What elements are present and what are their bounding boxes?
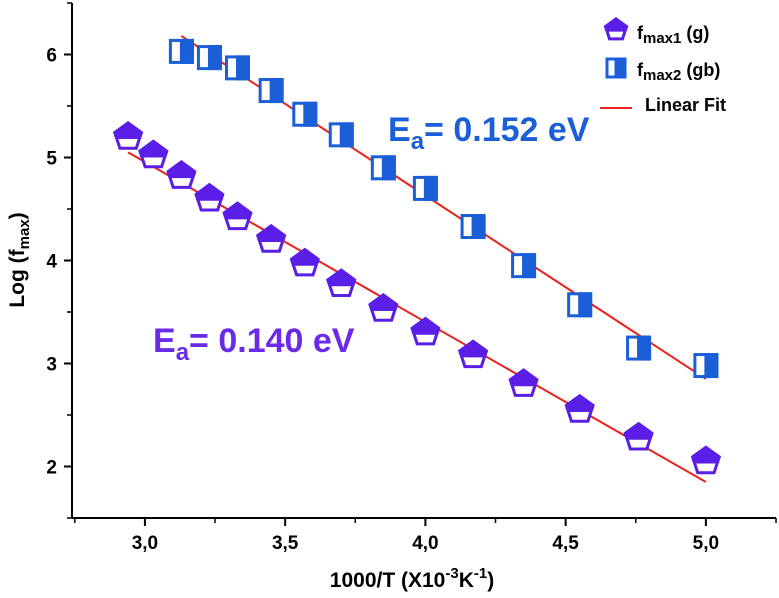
data-point-fmax2 (370, 155, 396, 181)
data-point-fmax2 (693, 353, 719, 379)
data-point-fmax1 (222, 201, 253, 231)
marker-fill (522, 253, 537, 279)
annotation-ea-g: Ea= 0.140 eV (153, 322, 355, 366)
x-axis-title: 1000/T (X10-3K-1) (330, 565, 494, 592)
data-point-fmax2 (292, 101, 318, 127)
data-point-fmax1 (194, 182, 225, 212)
x-tick-label: 3,5 (272, 533, 299, 554)
annotation-ea-gb: Ea= 0.152 eV (388, 111, 590, 155)
marker-fill (303, 101, 318, 127)
data-point-fmax2 (412, 175, 438, 201)
linear-fit-line (127, 151, 707, 483)
data-point-fmax2 (196, 45, 222, 71)
data-point-fmax1 (508, 368, 539, 397)
marker-fill (138, 139, 169, 158)
data-point-fmax1 (256, 224, 287, 253)
data-point-fmax2 (567, 292, 593, 318)
marker-fill (256, 224, 287, 242)
marker-fill (381, 155, 396, 181)
marker-fill (166, 160, 197, 179)
legend-label-fmax2: fmax2 (gb) (637, 60, 720, 84)
data-point-fmax1 (113, 121, 144, 150)
data-point-fmax1 (166, 160, 197, 189)
marker-fill (368, 293, 399, 312)
marker-fill (623, 421, 654, 440)
marker-fill (637, 335, 652, 361)
x-tick-label: 3,0 (132, 533, 158, 554)
marker-fill (269, 78, 284, 104)
y-tick-label: 5 (46, 149, 57, 170)
marker-fill (690, 445, 721, 464)
legend: fmax1 (g) fmax2 (gb) Linear Fit (600, 17, 726, 115)
y-tick-label: 2 (46, 458, 57, 479)
marker-fill (235, 55, 250, 81)
data-point-fmax1 (564, 394, 595, 423)
data-point-fmax2 (626, 335, 652, 361)
x-tick-label: 4,0 (412, 533, 438, 554)
marker-fill (508, 368, 539, 387)
y-axis-ticks: 2 3 4 5 6 (46, 2, 72, 519)
data-point-fmax2 (168, 38, 194, 64)
marker-fill (289, 247, 320, 266)
fit-lines (127, 35, 707, 483)
x-tick-label: 4,5 (552, 533, 579, 554)
marker-fill (410, 316, 441, 335)
data-point-fmax2 (460, 214, 486, 240)
marker-fill (423, 175, 438, 201)
data-point-fmax2 (511, 253, 537, 279)
marker-fill (578, 292, 593, 318)
legend-square (605, 57, 627, 79)
data-point-fmax1 (623, 421, 654, 451)
data-point-fmax2 (258, 78, 284, 104)
marker-fill (207, 45, 222, 71)
legend-marker-fmax2 (605, 57, 627, 79)
legend-pentagon (603, 17, 629, 41)
marker-fill (113, 121, 144, 140)
series-fmax1 (113, 121, 721, 475)
data-point-fmax2 (328, 122, 354, 148)
marker-fill (614, 57, 627, 79)
legend-marker-fmax1 (603, 17, 629, 41)
data-point-fmax1 (326, 268, 357, 297)
y-tick-label: 6 (46, 46, 57, 67)
marker-fill (471, 214, 486, 240)
y-tick-label: 3 (46, 355, 57, 376)
legend-label-fmax1: fmax1 (g) (637, 23, 709, 47)
marker-fill (222, 201, 253, 220)
series-fmax2 (168, 38, 719, 379)
data-point-fmax1 (289, 247, 320, 277)
data-point-fmax1 (368, 293, 399, 322)
data-point-fmax1 (690, 445, 721, 475)
marker-fill (603, 17, 629, 32)
data-point-fmax1 (458, 339, 489, 369)
data-point-fmax1 (410, 316, 441, 346)
x-axis-ticks: 3,0 3,5 4,0 4,5 5,0 (74, 518, 777, 554)
y-tick-label: 4 (46, 252, 57, 273)
legend-label-linear-fit: Linear Fit (645, 95, 726, 115)
data-point-fmax2 (224, 55, 250, 81)
marker-fill (458, 339, 489, 358)
marker-fill (564, 394, 595, 412)
marker-fill (704, 353, 719, 379)
marker-fill (339, 122, 354, 148)
marker-fill (326, 268, 357, 287)
x-tick-label: 5,0 (693, 533, 719, 554)
marker-fill (194, 182, 225, 201)
marker-fill (179, 38, 194, 64)
y-axis-title: Log (fmax) (6, 212, 33, 307)
data-point-fmax1 (138, 139, 169, 169)
